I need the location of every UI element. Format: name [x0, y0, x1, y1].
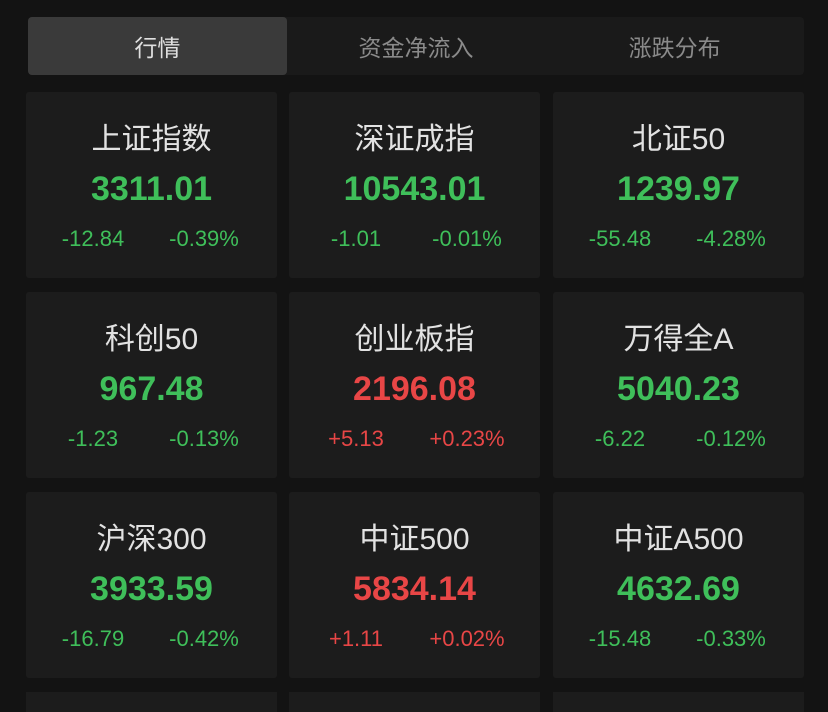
- index-change: -12.84: [61, 226, 125, 251]
- index-name: 中证A500: [613, 523, 744, 556]
- index-name: 北证50: [631, 123, 726, 156]
- index-value: 3311.01: [90, 170, 213, 208]
- index-change: -1.23: [67, 426, 119, 451]
- tab-bar: 行情 资金净流入 涨跌分布: [28, 17, 804, 75]
- index-card[interactable]: 中证A500 4632.69 -15.48 -0.33%: [553, 492, 804, 678]
- index-card[interactable]: 创业板指 2196.08 +5.13 +0.23%: [289, 292, 540, 478]
- index-card[interactable]: 深证成指 10543.01 -1.01 -0.01%: [289, 92, 540, 278]
- index-value: 1239.97: [617, 170, 740, 208]
- index-change: +5.13: [328, 426, 384, 451]
- index-card[interactable]: 上证指数 3311.01 -12.84 -0.39%: [26, 92, 277, 278]
- tab-market[interactable]: 行情: [28, 17, 287, 75]
- index-change: -6.22: [594, 426, 646, 451]
- index-value: 5834.14: [353, 570, 476, 608]
- tab-distribution[interactable]: 涨跌分布: [628, 35, 721, 61]
- index-card[interactable]: 万得全A 5040.23 -6.22 -0.12%: [553, 292, 804, 478]
- index-change-percent: -0.13%: [169, 426, 239, 451]
- index-change: -1.01: [330, 226, 382, 251]
- index-change-percent: -4.28%: [696, 226, 766, 251]
- index-name: 中证500: [359, 523, 470, 556]
- index-card-partial[interactable]: [289, 692, 540, 712]
- index-name: 万得全A: [623, 323, 734, 356]
- index-value: 5040.23: [617, 370, 740, 408]
- index-value: 10543.01: [343, 170, 486, 208]
- index-change-percent: -0.33%: [696, 626, 766, 651]
- index-change: +1.11: [328, 626, 384, 651]
- index-name: 沪深300: [96, 523, 207, 556]
- index-change-percent: +0.02%: [429, 626, 505, 651]
- index-change-percent: -0.39%: [169, 226, 239, 251]
- index-change: -16.79: [61, 626, 125, 651]
- index-value: 3933.59: [90, 570, 213, 608]
- index-value: 2196.08: [353, 370, 476, 408]
- index-change: -55.48: [588, 226, 652, 251]
- index-card[interactable]: 科创50 967.48 -1.23 -0.13%: [26, 292, 277, 478]
- index-card-partial[interactable]: [553, 692, 804, 712]
- index-value: 967.48: [99, 370, 204, 408]
- index-name: 深证成指: [354, 123, 475, 156]
- index-card[interactable]: 沪深300 3933.59 -16.79 -0.42%: [26, 492, 277, 678]
- index-name: 创业板指: [354, 323, 475, 356]
- index-change: -15.48: [588, 626, 652, 651]
- index-change-percent: -0.42%: [169, 626, 239, 651]
- index-name: 科创50: [104, 323, 199, 356]
- tab-net-inflow[interactable]: 资金净流入: [358, 35, 474, 61]
- index-card[interactable]: 中证500 5834.14 +1.11 +0.02%: [289, 492, 540, 678]
- index-card[interactable]: 北证50 1239.97 -55.48 -4.28%: [553, 92, 804, 278]
- index-change-percent: +0.23%: [429, 426, 505, 451]
- index-change-percent: -0.01%: [432, 226, 502, 251]
- index-card-partial[interactable]: [26, 692, 277, 712]
- index-change-percent: -0.12%: [696, 426, 766, 451]
- index-name: 上证指数: [91, 123, 212, 156]
- index-value: 4632.69: [617, 570, 740, 608]
